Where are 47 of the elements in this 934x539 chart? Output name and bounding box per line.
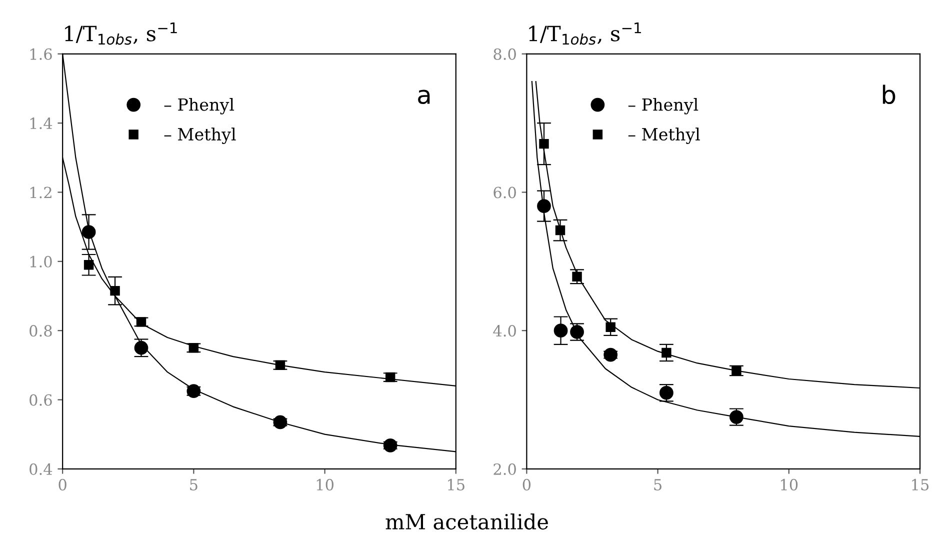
y-tick-label: 0.8 — [30, 325, 52, 337]
y-axis-title: 1/T$_{1obs}$, s$^{−1}$ — [529, 22, 641, 45]
y-tick-label: 1.6 — [30, 48, 52, 60]
point — [275, 360, 286, 370]
point — [273, 415, 288, 430]
x-tick-label: 10 — [781, 478, 798, 490]
x-tick-label: 5 — [654, 479, 662, 490]
point — [662, 348, 672, 358]
x-tick-label: 10 — [316, 478, 334, 490]
point — [606, 322, 616, 332]
y-tick-label: 1.0 — [30, 256, 52, 268]
x-axis-title: mM acetanilide — [386, 513, 548, 530]
x-tick-label: 0 — [522, 478, 531, 490]
legend-label: – Methyl — [628, 128, 700, 144]
y-tick-label: 2.0 — [494, 463, 516, 475]
legend-label: – Phenyl — [628, 98, 698, 114]
point — [186, 384, 201, 398]
y-tick-label: 6.0 — [494, 186, 516, 198]
annotation: b — [882, 84, 896, 104]
point — [110, 286, 120, 296]
point — [383, 438, 398, 452]
point — [136, 317, 146, 327]
x-tick-label: 0 — [58, 478, 66, 490]
point — [537, 199, 551, 214]
point — [572, 272, 582, 282]
point — [82, 225, 96, 239]
y-tick-label: 0.6 — [30, 394, 52, 406]
y-tick-label: 8.0 — [494, 48, 516, 60]
annotation: a — [418, 90, 430, 104]
y-tick-label: 4.0 — [493, 325, 516, 337]
point — [732, 366, 742, 376]
point — [385, 372, 396, 382]
y-axis-title: 1/T$_{1obs}$, s$^{−1}$ — [65, 22, 177, 45]
legend-label: – Phenyl — [164, 98, 234, 114]
y-tick-label: 1.2 — [30, 186, 52, 198]
point — [188, 343, 199, 353]
point — [554, 324, 568, 338]
x-tick-label: 15 — [912, 478, 929, 490]
y-tick-label: 1.4 — [30, 118, 52, 130]
y-tick-label: 0.4 — [30, 463, 52, 475]
point — [604, 348, 618, 362]
point — [84, 260, 94, 270]
legend-label: – Methyl — [164, 128, 236, 144]
x-tick-label: 15 — [448, 478, 464, 490]
point — [539, 138, 549, 149]
point — [555, 225, 566, 236]
x-tick-label: 5 — [190, 479, 198, 490]
